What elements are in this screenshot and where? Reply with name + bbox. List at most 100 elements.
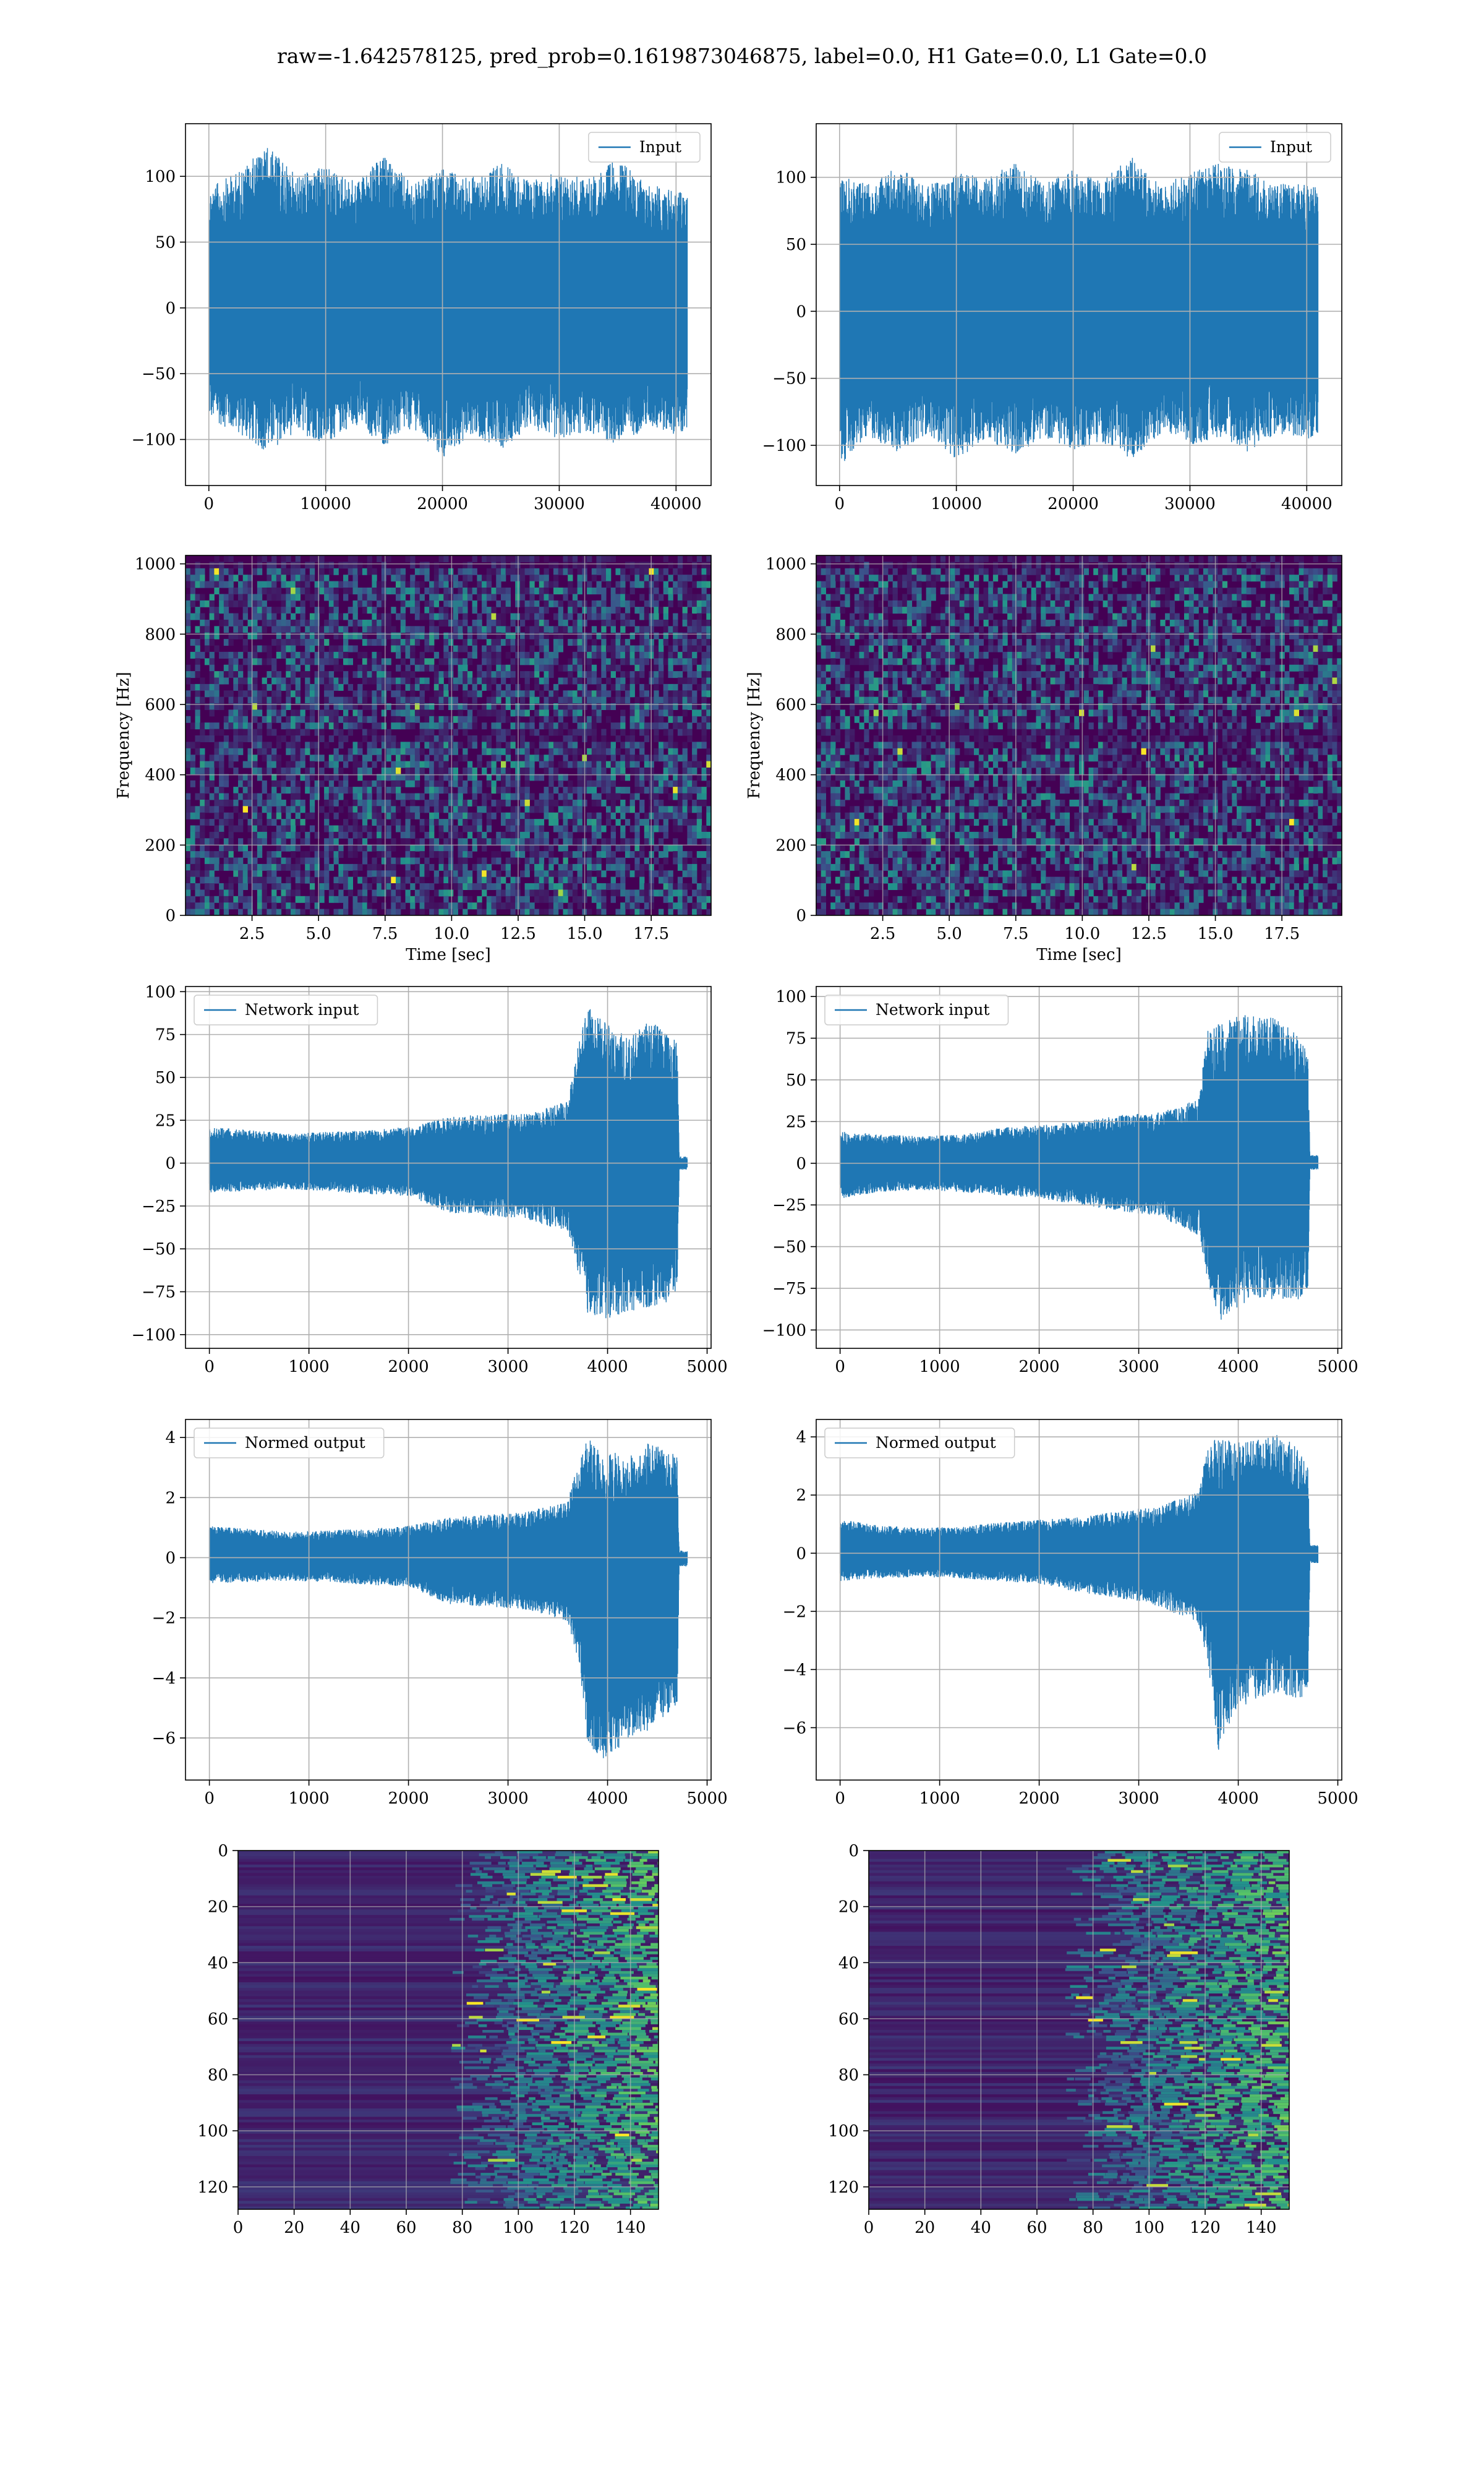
heatmap-cell [295,889,301,897]
heatmap-cell [424,568,430,575]
heatmap-cell [1203,588,1209,594]
heatmap-cell [391,787,396,794]
heatmap-cell [668,780,673,787]
heatmap-cell [257,626,263,633]
heatmap-cell [414,812,420,820]
series-line [839,158,1319,461]
heatmap-cell [677,896,683,903]
heatmap-cell [997,600,1003,607]
heatmap-cell [482,677,487,685]
heatmap-cell [357,876,363,884]
heatmap-cell [668,671,673,678]
heatmap-cell [438,761,444,768]
heatmap-cell [568,761,573,768]
heatmap-cell [1174,594,1180,601]
heatmap-cell [1060,607,1065,614]
heatmap-cell [352,690,358,698]
heatmap-cell [677,690,683,698]
heatmap-cell [906,600,913,607]
heatmap-cell [381,722,387,730]
heatmap-cell [596,600,602,607]
heatmap-cell [319,729,325,736]
heatmap-cell [544,793,549,800]
heatmap-cell [519,600,526,607]
heatmap-cell [663,709,668,717]
heatmap-cell [472,645,477,653]
heatmap-cell [262,863,267,871]
heatmap-cell [610,780,616,787]
heatmap-cell [477,870,482,878]
heatmap-cell [381,870,387,878]
heatmap-cell [654,619,659,627]
heatmap-cell [405,870,411,878]
heatmap-cell [696,600,702,607]
heatmap-cell [682,863,688,871]
heatmap-cell [467,690,473,698]
heatmap-cell [377,600,382,607]
heatmap-cell [400,658,406,666]
heatmap-cell [414,838,420,845]
heatmap-cell [257,909,263,915]
heatmap-cell [381,677,387,685]
heatmap-cell [534,748,540,755]
heatmap-cell [286,883,291,890]
heatmap-cell [821,588,826,594]
heatmap-cell [696,812,702,820]
heatmap-cell [309,619,315,627]
heatmap-cell [433,787,440,794]
heatmap-cell [519,799,526,807]
heatmap-cell [1002,600,1008,607]
heatmap-cell [1041,575,1046,582]
heatmap-cell [1274,562,1281,569]
heatmap-cell [1303,568,1309,575]
heatmap-cell [687,671,693,678]
heatmap-cell [572,626,578,633]
heatmap-cell [333,588,339,594]
heatmap-cell [242,863,248,871]
heatmap-cell [1031,600,1036,607]
heatmap-cell [467,703,473,710]
heatmap-cell [381,626,387,633]
heatmap-cell [252,709,258,717]
heatmap-cell [362,851,368,858]
heatmap-cell [233,716,239,723]
heatmap-cell [242,883,248,890]
heatmap-cell [348,729,353,736]
heatmap-cell [1069,594,1075,601]
heatmap-cell [267,619,272,627]
heatmap-cell [601,555,607,562]
heatmap-cell [620,716,626,723]
heatmap-cell [548,729,554,736]
heatmap-cell [687,793,693,800]
heatmap-cell [659,709,664,717]
heatmap-cell [219,568,224,575]
heatmap-cell [257,742,263,749]
heatmap-cell [377,683,382,691]
heatmap-cell [367,755,372,762]
heatmap-cell [458,851,463,858]
heatmap-cell [906,562,913,569]
heatmap-cell [438,575,444,582]
heatmap-cell [472,819,477,826]
heatmap-cell [659,909,664,915]
heatmap-cell [830,575,836,582]
heatmap-cell [453,594,458,601]
heatmap-cell [400,780,406,787]
heatmap-cell [1107,594,1113,601]
heatmap-cell [362,588,368,594]
heatmap-cell [300,870,305,878]
heatmap-cell [539,761,545,768]
heatmap-cell [233,806,239,813]
heatmap-cell [362,729,368,736]
heatmap-cell [1079,588,1085,594]
heatmap-cell [821,568,826,575]
heatmap-cell [706,722,711,730]
heatmap-cell [391,883,396,890]
heatmap-cell [596,819,602,826]
heatmap-cell [911,581,917,588]
heatmap-cell [524,568,530,575]
heatmap-cell [343,799,349,807]
heatmap-cell [572,716,578,723]
heatmap-cell [620,768,626,774]
heatmap-cell [448,780,454,787]
